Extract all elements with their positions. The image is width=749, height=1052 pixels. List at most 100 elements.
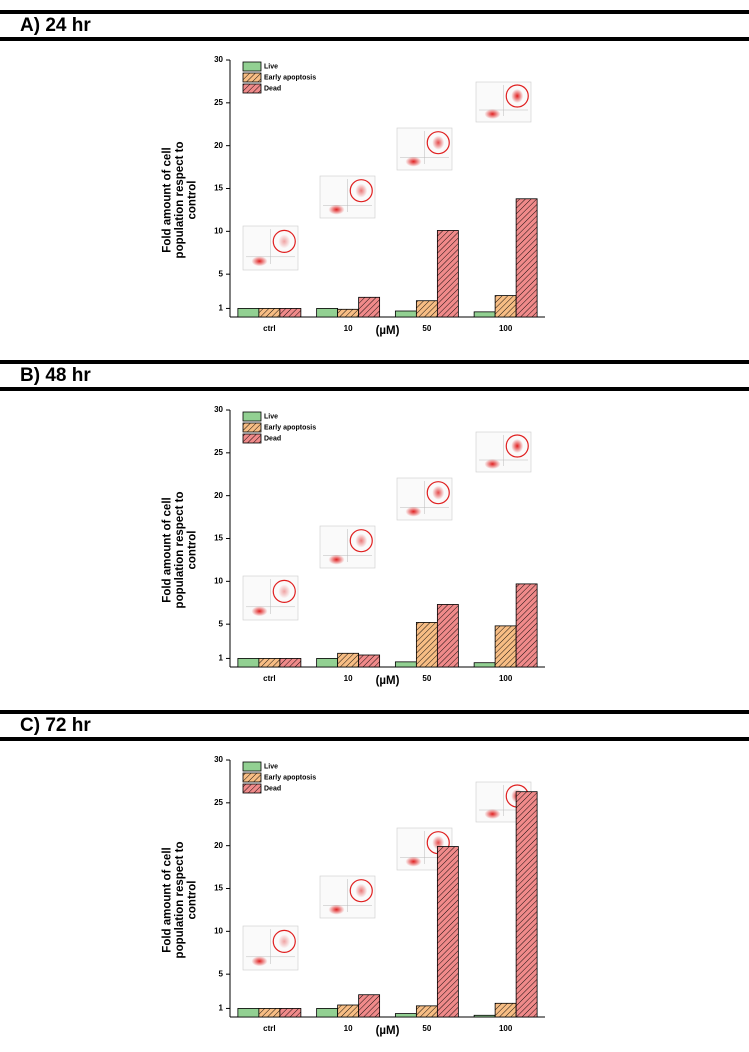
bar-hatch bbox=[416, 622, 437, 667]
legend-label: Dead bbox=[264, 785, 281, 792]
inset-population bbox=[432, 486, 444, 500]
y-tick-label: 25 bbox=[214, 448, 223, 457]
y-tick-label: 30 bbox=[214, 755, 223, 764]
y-axis-label: Fold amount of cellpopulation respect to… bbox=[162, 842, 199, 959]
bar-hatch bbox=[338, 309, 359, 317]
x-axis-label: (µM) bbox=[376, 1025, 400, 1037]
y-axis-label-line: population respect to bbox=[174, 142, 186, 259]
legend-label: Live bbox=[264, 63, 278, 70]
inset-population bbox=[406, 857, 422, 867]
y-axis-label-line: population respect to bbox=[174, 492, 186, 609]
bar bbox=[317, 658, 338, 667]
x-tick-label: 10 bbox=[344, 674, 353, 683]
y-tick-label: 30 bbox=[214, 405, 223, 414]
inset-population bbox=[252, 256, 268, 266]
bar-hatch bbox=[280, 658, 301, 667]
bar bbox=[395, 662, 416, 667]
x-tick-label: ctrl bbox=[263, 1024, 275, 1033]
y-tick-label: 20 bbox=[214, 141, 223, 150]
y-tick-label: 15 bbox=[214, 184, 223, 193]
inset-population bbox=[278, 934, 290, 948]
bar-hatch bbox=[259, 658, 280, 667]
y-axis-label-line: control bbox=[187, 881, 199, 920]
inset-population bbox=[511, 439, 523, 453]
bar bbox=[395, 1014, 416, 1017]
legend-hatch bbox=[243, 423, 261, 432]
legend-label: Early apoptosis bbox=[264, 74, 316, 81]
y-tick-label: 20 bbox=[214, 841, 223, 850]
panel-title: C) 72 hr bbox=[20, 715, 91, 736]
inset-population bbox=[406, 507, 422, 517]
bar-hatch bbox=[416, 1006, 437, 1017]
inset-population bbox=[355, 534, 367, 548]
y-tick-label: 25 bbox=[214, 798, 223, 807]
y-tick-label: 30 bbox=[214, 55, 223, 64]
y-tick-label: 5 bbox=[219, 269, 224, 278]
legend-label: Dead bbox=[264, 435, 281, 442]
legend-hatch bbox=[243, 784, 261, 793]
bar-hatch bbox=[259, 1008, 280, 1017]
inset-population bbox=[252, 956, 268, 966]
inset-population bbox=[485, 109, 501, 119]
y-tick-label: 1 bbox=[219, 654, 224, 663]
x-tick-label: 100 bbox=[499, 1024, 513, 1033]
y-tick-label: 10 bbox=[214, 576, 223, 585]
y-tick-label: 10 bbox=[214, 926, 223, 935]
y-axis-label: Fold amount of cellpopulation respect to… bbox=[162, 142, 199, 259]
x-tick-label: 10 bbox=[344, 324, 353, 333]
bar bbox=[238, 1008, 259, 1017]
bar-hatch bbox=[495, 626, 516, 667]
legend-label: Early apoptosis bbox=[264, 774, 316, 781]
inset-population bbox=[329, 555, 345, 565]
inset-population bbox=[485, 809, 501, 819]
y-axis-label-line: Fold amount of cell bbox=[162, 847, 174, 952]
inset-population bbox=[511, 89, 523, 103]
y-tick-label: 5 bbox=[219, 619, 224, 628]
y-axis-label-line: Fold amount of cell bbox=[162, 147, 174, 252]
bar bbox=[238, 658, 259, 667]
y-tick-label: 10 bbox=[214, 226, 223, 235]
legend-swatch bbox=[243, 412, 261, 421]
bar-hatch bbox=[437, 847, 458, 1017]
bar bbox=[395, 311, 416, 317]
x-tick-label: ctrl bbox=[263, 324, 275, 333]
legend-label: Early apoptosis bbox=[264, 424, 316, 431]
y-axis-label-line: control bbox=[187, 531, 199, 570]
bar bbox=[317, 308, 338, 317]
inset-population bbox=[355, 184, 367, 198]
inset-population bbox=[329, 205, 345, 215]
bar-hatch bbox=[280, 1008, 301, 1017]
bar-hatch bbox=[516, 199, 537, 317]
legend-hatch bbox=[243, 84, 261, 93]
inset-population bbox=[329, 905, 345, 915]
x-tick-label: 100 bbox=[499, 324, 513, 333]
legend-label: Live bbox=[264, 413, 278, 420]
inset-population bbox=[278, 584, 290, 598]
bar-hatch bbox=[338, 1005, 359, 1017]
legend-hatch bbox=[243, 73, 261, 82]
bar bbox=[474, 312, 495, 317]
inset-population bbox=[485, 459, 501, 469]
legend-hatch bbox=[243, 434, 261, 443]
inset-population bbox=[355, 884, 367, 898]
bar-hatch bbox=[516, 792, 537, 1017]
bar bbox=[474, 1015, 495, 1017]
x-axis-label: (µM) bbox=[376, 675, 400, 687]
legend-label: Live bbox=[264, 763, 278, 770]
y-axis-label-line: control bbox=[187, 181, 199, 220]
x-tick-label: 50 bbox=[422, 324, 431, 333]
y-tick-label: 15 bbox=[214, 534, 223, 543]
panel-title: B) 48 hr bbox=[20, 365, 91, 386]
legend-hatch bbox=[243, 773, 261, 782]
y-tick-label: 15 bbox=[214, 884, 223, 893]
bar bbox=[317, 1008, 338, 1017]
bar-hatch bbox=[437, 604, 458, 667]
y-tick-label: 1 bbox=[219, 304, 224, 313]
x-tick-label: 10 bbox=[344, 1024, 353, 1033]
y-tick-label: 5 bbox=[219, 969, 224, 978]
x-axis-label: (µM) bbox=[376, 325, 400, 337]
bar-hatch bbox=[359, 297, 380, 317]
bar bbox=[474, 663, 495, 667]
y-tick-label: 25 bbox=[214, 98, 223, 107]
x-tick-label: 50 bbox=[422, 674, 431, 683]
